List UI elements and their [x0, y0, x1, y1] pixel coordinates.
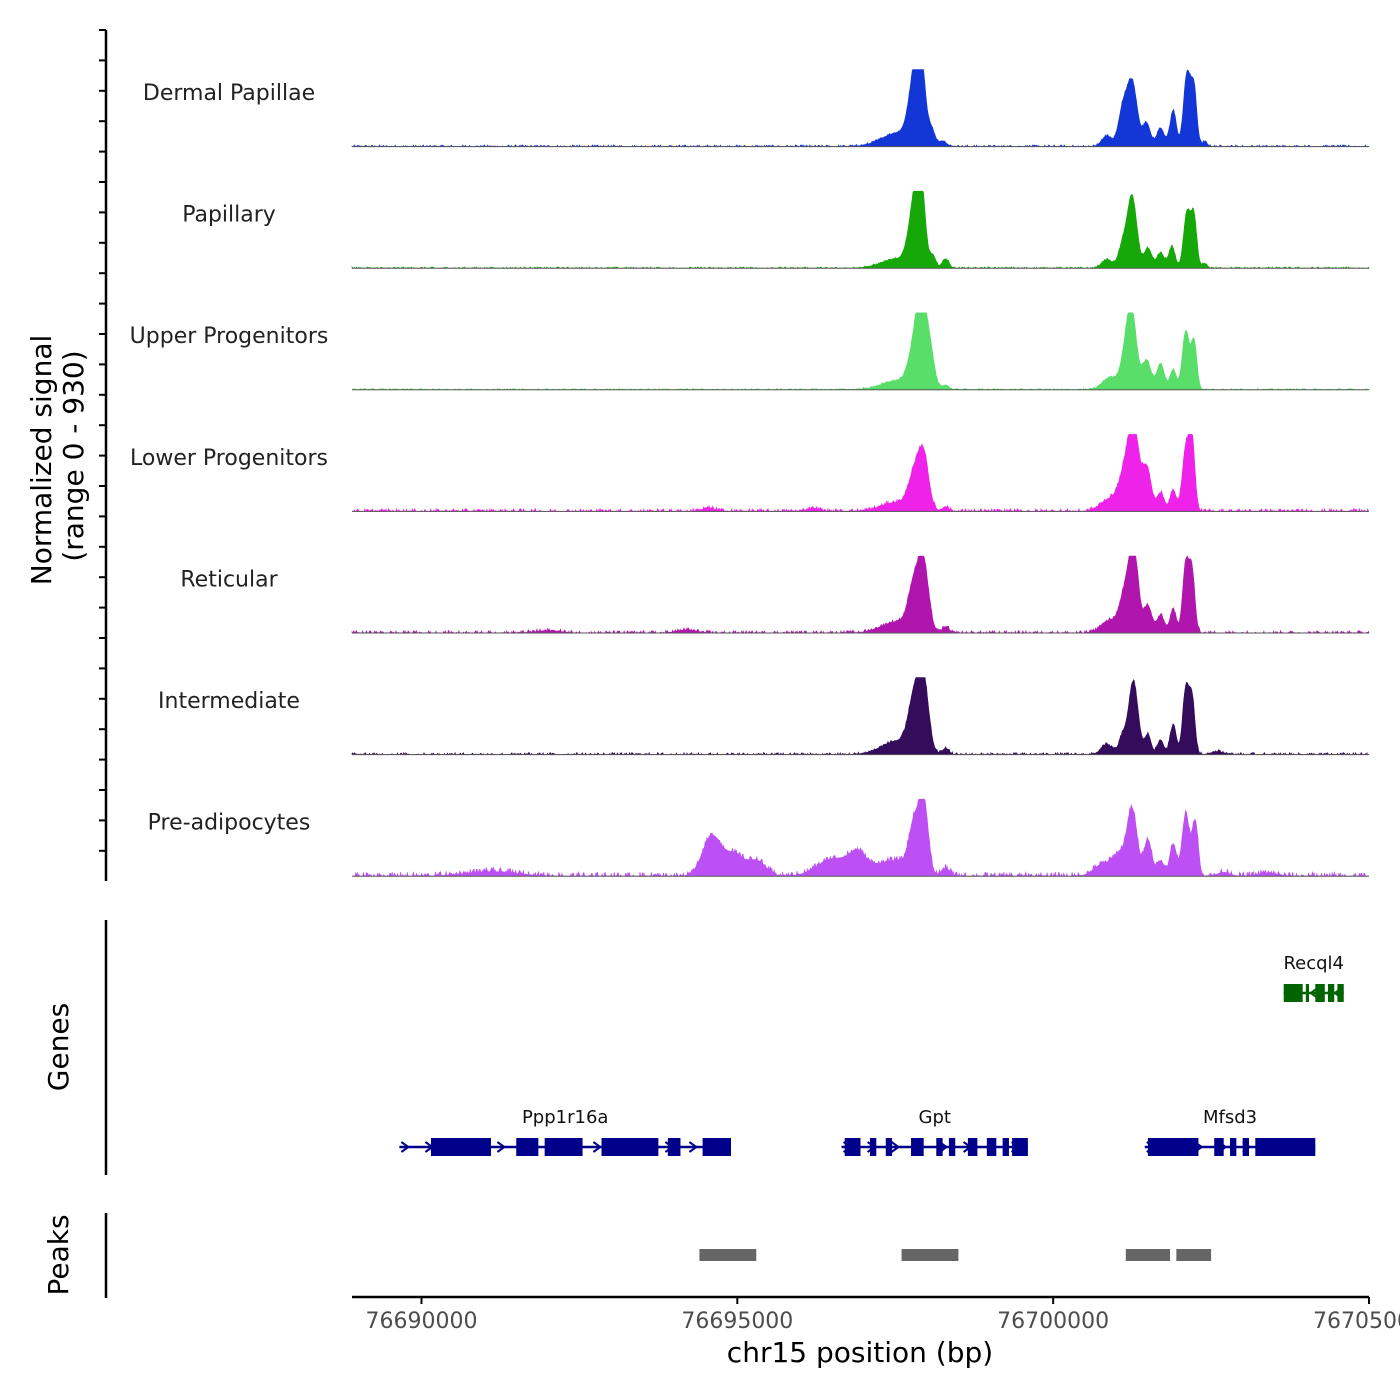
- coverage-area: [352, 312, 1370, 391]
- x-tick-label: 76695000: [681, 1309, 793, 1334]
- exon: [1147, 1138, 1199, 1156]
- x-tick-label: 76705000: [1313, 1309, 1400, 1334]
- y-axis-title: Normalized signal: [25, 335, 58, 586]
- peak-region: [1125, 1249, 1171, 1261]
- exon: [986, 1138, 997, 1156]
- exon: [936, 1138, 943, 1156]
- exon: [544, 1138, 583, 1156]
- left-axis-lines: [99, 29, 108, 1298]
- gene-recql4: Recql4: [1283, 953, 1344, 1002]
- track-label: Upper Progenitors: [130, 324, 329, 349]
- strand-arrow: [688, 1141, 699, 1153]
- track-label: Dermal Papillae: [143, 81, 315, 106]
- gene-label: Recql4: [1283, 953, 1344, 974]
- exon: [667, 1138, 681, 1156]
- genes-axis-title: Genes: [42, 1003, 75, 1091]
- coverage-area: [351, 69, 1369, 148]
- exon: [1283, 984, 1303, 1002]
- exon: [1242, 1138, 1249, 1156]
- coverage-area: [351, 190, 1370, 269]
- strand-arrow: [592, 1141, 603, 1153]
- exon: [1214, 1138, 1224, 1156]
- peak-region: [699, 1249, 757, 1261]
- exon: [516, 1138, 539, 1156]
- track-label: Papillary: [182, 203, 276, 228]
- peak-region: [901, 1249, 959, 1261]
- gene-track: Ppp1r16a Gpt Mfsd3 Recql4: [399, 953, 1344, 1156]
- track-label: Reticular: [180, 567, 278, 592]
- track-upper-progenitors: Upper Progenitors: [130, 312, 1370, 391]
- track-label: Intermediate: [158, 689, 300, 714]
- exon: [1012, 1138, 1028, 1156]
- track-reticular: Reticular: [180, 555, 1370, 634]
- exon: [911, 1138, 924, 1156]
- coverage-area: [351, 555, 1370, 634]
- y-axis-subtitle: (range 0 - 930): [57, 350, 90, 561]
- gene-label: Gpt: [919, 1107, 951, 1128]
- exon: [869, 1138, 877, 1156]
- exon: [1337, 984, 1344, 1002]
- exon: [1315, 984, 1325, 1002]
- track-lower-progenitors: Lower Progenitors: [130, 434, 1369, 513]
- track-dermal-papillae: Dermal Papillae: [143, 69, 1369, 148]
- exon: [844, 1138, 861, 1156]
- track-papillary: Papillary: [182, 190, 1370, 269]
- exon: [702, 1138, 732, 1156]
- peaks-axis-title: Peaks: [42, 1214, 75, 1295]
- track-label: Lower Progenitors: [130, 446, 328, 471]
- x-tick-label: 76700000: [997, 1309, 1109, 1334]
- x-axis: 76690000 76695000 76700000 76705000 chr15 p…: [352, 1295, 1400, 1369]
- peak-region: [1176, 1249, 1212, 1261]
- strand-arrow: [496, 1141, 507, 1153]
- exon: [885, 1138, 893, 1156]
- exon: [1002, 1138, 1009, 1156]
- exon: [948, 1138, 956, 1156]
- gene-label: Ppp1r16a: [522, 1107, 609, 1128]
- exon: [1327, 984, 1335, 1002]
- exon: [430, 1138, 491, 1156]
- coverage-area: [351, 677, 1369, 756]
- exon: [1305, 984, 1309, 1002]
- x-axis-ticks: 76690000 76695000 76700000 76705000: [365, 1297, 1400, 1334]
- track-label: Pre-adipocytes: [148, 811, 311, 836]
- exon: [1230, 1138, 1237, 1156]
- gene-label: Mfsd3: [1203, 1107, 1257, 1128]
- x-tick-label: 76690000: [365, 1309, 477, 1334]
- gene-gpt: Gpt: [841, 1107, 1028, 1156]
- gene-ppp1r16a: Ppp1r16a: [399, 1107, 732, 1156]
- track-pre-adipocytes: Pre-adipocytes: [148, 798, 1369, 878]
- coverage-tracks: Dermal Papillae Papillary Upper Progenitor…: [130, 69, 1370, 878]
- exon: [1255, 1138, 1316, 1156]
- coverage-area: [352, 434, 1369, 513]
- gene-mfsd3: Mfsd3: [1144, 1107, 1316, 1156]
- coverage-area: [352, 798, 1369, 878]
- strand-arrow: [400, 1141, 411, 1153]
- exon: [967, 1138, 978, 1156]
- exon: [601, 1138, 659, 1156]
- strand-arrow: [890, 1141, 901, 1153]
- peak-track: [699, 1249, 1212, 1261]
- signal-y-axis-ticks: [99, 29, 106, 852]
- track-intermediate: Intermediate: [158, 677, 1369, 756]
- x-axis-title: chr15 position (bp): [727, 1336, 993, 1369]
